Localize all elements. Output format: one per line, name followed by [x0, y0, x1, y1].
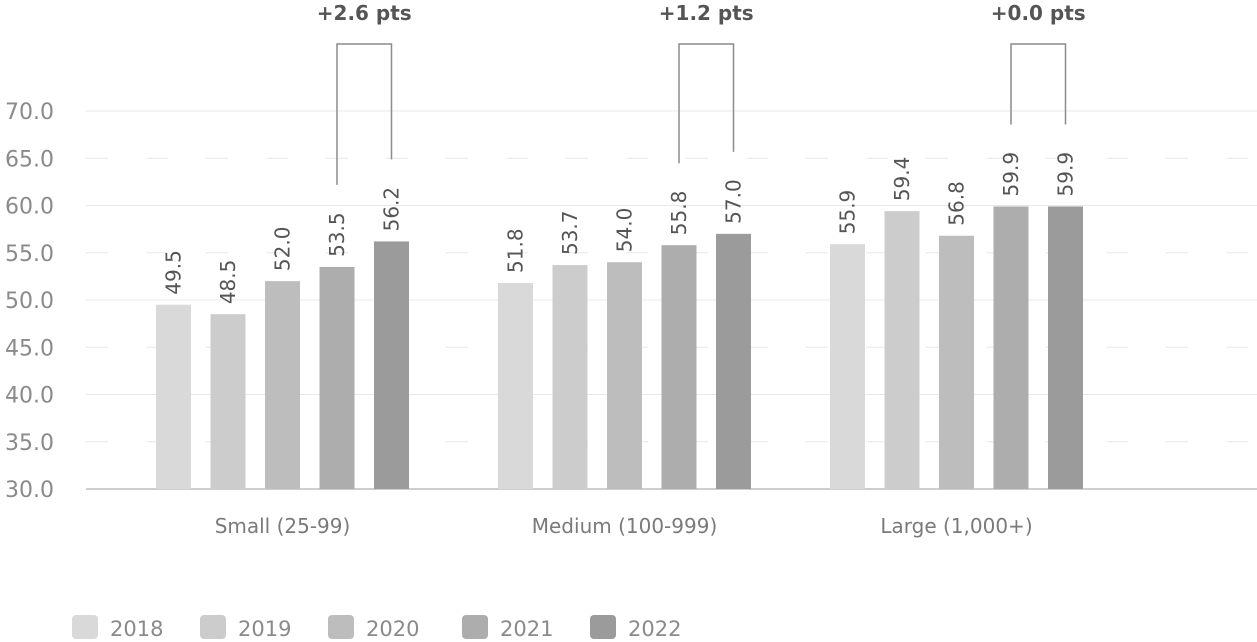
bar [993, 206, 1029, 489]
category-label: Medium (100-999) [532, 514, 718, 538]
data-label: 59.4 [890, 157, 914, 202]
legend-label: 2018 [110, 617, 163, 641]
x-axis-categories: Small (25-99) Medium (100-999) Large (1,00… [215, 514, 1033, 538]
legend-swatch [72, 615, 98, 639]
data-label: 57.0 [722, 179, 746, 224]
change-bracket [678, 43, 735, 164]
data-label: 53.5 [325, 212, 349, 257]
bar [1048, 206, 1083, 489]
data-label: 51.8 [504, 228, 528, 273]
y-tick-label: 60.0 [5, 195, 54, 220]
y-tick-label: 45.0 [5, 336, 54, 361]
y-axis: 30.0 35.0 40.0 45.0 50.0 55.0 60.0 65.0 70.0 [5, 100, 54, 503]
data-label: 55.9 [836, 190, 860, 235]
bars: 49.5 48.5 52.0 53.5 56.2 51.8 53.7 54.0 55.8 57.0… [156, 152, 1083, 490]
data-label: 54.0 [613, 208, 637, 253]
legend-swatch [462, 615, 488, 639]
bar [265, 281, 300, 489]
y-tick-label: 40.0 [5, 384, 54, 409]
bar [716, 233, 751, 489]
bar [374, 241, 409, 489]
legend-swatch [200, 615, 226, 639]
y-tick-label: 50.0 [5, 289, 54, 314]
legend-swatch [590, 615, 616, 639]
category-label: Large (1,000+) [880, 514, 1032, 538]
legend-label: 2020 [366, 617, 419, 641]
y-tick-label: 30.0 [5, 478, 54, 503]
bar [498, 282, 533, 489]
change-bracket [1010, 43, 1067, 125]
data-label: 52.0 [271, 227, 295, 272]
bar [552, 265, 588, 489]
data-label: 55.8 [667, 191, 691, 236]
change-annotation: +1.2 pts [659, 1, 754, 25]
change-annotation: +0.0 pts [991, 1, 1086, 25]
bar [661, 245, 697, 489]
data-label: 53.7 [558, 211, 582, 256]
change-brackets: +2.6 pts +1.2 pts +0.0 pts [317, 1, 1086, 185]
category-label: Small (25-99) [215, 514, 351, 538]
legend-label: 2021 [500, 617, 553, 641]
bar [939, 235, 974, 489]
bar [830, 244, 865, 489]
y-tick-label: 70.0 [5, 100, 54, 125]
legend-swatch [328, 615, 354, 639]
bar [607, 262, 642, 489]
bar [884, 211, 920, 490]
change-annotation: +2.6 pts [317, 1, 412, 25]
data-label: 48.5 [216, 260, 240, 305]
legend: 2018 2019 2020 2021 2022 [72, 615, 681, 641]
data-label: 49.5 [162, 250, 186, 295]
data-label: 56.2 [380, 187, 404, 232]
data-label: 59.9 [1054, 152, 1078, 197]
change-bracket [336, 43, 393, 185]
y-tick-label: 35.0 [5, 431, 54, 456]
data-label: 56.8 [945, 181, 969, 226]
legend-label: 2019 [238, 617, 291, 641]
y-tick-label: 65.0 [5, 147, 54, 172]
bar [210, 314, 246, 489]
y-tick-label: 55.0 [5, 242, 54, 267]
data-label: 59.9 [999, 152, 1023, 197]
bar [156, 304, 191, 489]
bar [319, 266, 355, 489]
legend-label: 2022 [628, 617, 681, 641]
